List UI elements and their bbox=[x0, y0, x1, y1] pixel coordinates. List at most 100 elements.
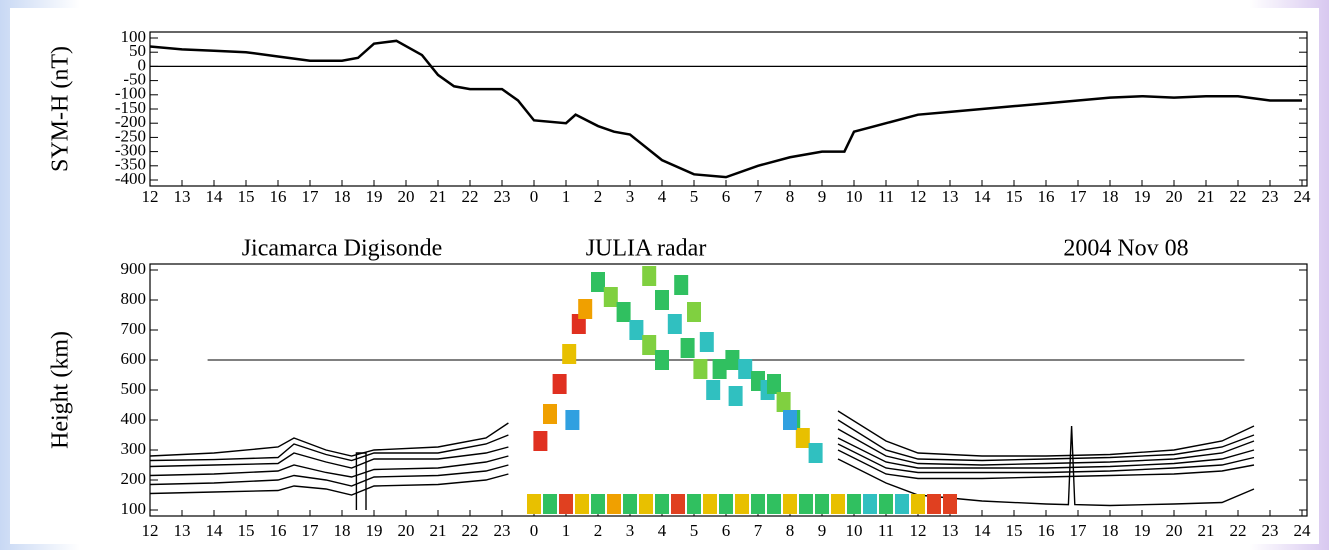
echo bbox=[667, 314, 682, 334]
contour bbox=[355, 452, 367, 510]
echo bbox=[693, 359, 708, 379]
x-tick-label: 19 bbox=[366, 187, 383, 206]
x-tick-label: 22 bbox=[462, 187, 479, 206]
x-tick-label: 1 bbox=[562, 521, 571, 540]
y-tick-label: 300 bbox=[121, 439, 147, 458]
y-tick-label: 0 bbox=[138, 55, 147, 74]
echo bbox=[751, 494, 765, 514]
y-tick-label: 50 bbox=[129, 41, 146, 60]
echo bbox=[687, 302, 701, 322]
echo bbox=[655, 290, 669, 310]
x-tick-label: 12 bbox=[910, 187, 927, 206]
echo bbox=[671, 494, 685, 514]
contour bbox=[149, 473, 509, 496]
x-tick-label: 7 bbox=[754, 187, 763, 206]
y-tick-label: 200 bbox=[121, 469, 147, 488]
y-tick-label: -250 bbox=[115, 126, 146, 145]
y-tick-label: -400 bbox=[115, 169, 146, 188]
x-tick-label: 0 bbox=[530, 187, 539, 206]
contour bbox=[149, 464, 509, 487]
x-tick-label: 8 bbox=[786, 521, 795, 540]
echo bbox=[795, 428, 810, 448]
echo bbox=[642, 335, 657, 355]
x-tick-label: 6 bbox=[722, 187, 731, 206]
y-tick-label: 400 bbox=[121, 409, 147, 428]
echo bbox=[623, 494, 637, 514]
x-tick-label: 22 bbox=[462, 521, 479, 540]
echo bbox=[728, 386, 743, 406]
x-tick-label: 5 bbox=[690, 187, 699, 206]
echo bbox=[706, 380, 721, 400]
echo bbox=[719, 494, 733, 514]
echo bbox=[847, 494, 861, 514]
echo bbox=[815, 494, 829, 514]
echo bbox=[578, 299, 593, 319]
echo bbox=[895, 494, 909, 514]
x-tick-label: 21 bbox=[1198, 187, 1215, 206]
x-tick-label: 15 bbox=[238, 187, 255, 206]
y-tick-label: 100 bbox=[121, 499, 147, 518]
x-tick-label: 14 bbox=[974, 521, 992, 540]
x-tick-label: 13 bbox=[174, 187, 191, 206]
x-tick-label: 16 bbox=[1038, 521, 1055, 540]
x-tick-label: 3 bbox=[626, 521, 635, 540]
x-tick-label: 4 bbox=[658, 187, 667, 206]
contour bbox=[149, 455, 509, 478]
x-tick-label: 2 bbox=[594, 187, 603, 206]
x-tick-label: 24 bbox=[1294, 187, 1312, 206]
x-tick-label: 14 bbox=[206, 187, 224, 206]
x-tick-label: 17 bbox=[302, 187, 320, 206]
x-tick-label: 23 bbox=[494, 521, 511, 540]
x-tick-label: 21 bbox=[430, 521, 447, 540]
y-tick-label: -150 bbox=[115, 98, 146, 117]
echo bbox=[533, 431, 548, 451]
y-tick-label: -50 bbox=[123, 70, 146, 89]
x-tick-label: 14 bbox=[974, 187, 992, 206]
echo bbox=[591, 494, 605, 514]
x-tick-label: 12 bbox=[142, 187, 159, 206]
echo bbox=[603, 287, 618, 307]
echo bbox=[943, 494, 957, 514]
x-tick-label: 12 bbox=[910, 521, 927, 540]
x-tick-label: 17 bbox=[302, 521, 320, 540]
echo bbox=[565, 410, 580, 430]
contour bbox=[837, 410, 1255, 457]
x-tick-label: 17 bbox=[1070, 187, 1088, 206]
x-tick-label: 19 bbox=[1134, 187, 1151, 206]
x-tick-label: 11 bbox=[878, 521, 894, 540]
x-tick-label: 0 bbox=[530, 521, 539, 540]
annotation: 2004 Nov 08 bbox=[1063, 236, 1188, 262]
echo bbox=[879, 494, 893, 514]
echo bbox=[799, 494, 813, 514]
x-tick-label: 13 bbox=[942, 521, 959, 540]
y-axis-label: Height (km) bbox=[48, 331, 74, 449]
echo bbox=[655, 494, 669, 514]
echo bbox=[616, 302, 631, 322]
y-tick-label: -100 bbox=[115, 84, 146, 103]
contour bbox=[837, 425, 1255, 507]
x-tick-label: 22 bbox=[1230, 521, 1247, 540]
annotation: Jicamarca Digisonde bbox=[242, 236, 443, 262]
echo bbox=[575, 494, 589, 514]
x-tick-label: 15 bbox=[1006, 187, 1023, 206]
contour bbox=[149, 446, 509, 469]
echo bbox=[543, 404, 557, 424]
x-tick-label: 23 bbox=[1262, 187, 1279, 206]
annotation: JULIA radar bbox=[586, 236, 707, 262]
echo bbox=[655, 350, 669, 370]
echo bbox=[629, 320, 644, 340]
x-tick-label: 18 bbox=[1102, 187, 1119, 206]
line bbox=[149, 39, 1302, 179]
x-tick-label: 20 bbox=[398, 521, 415, 540]
x-tick-label: 6 bbox=[722, 521, 731, 540]
x-tick-label: 9 bbox=[818, 187, 827, 206]
echo bbox=[863, 494, 877, 514]
contour bbox=[837, 437, 1255, 469]
y-tick-label: -300 bbox=[115, 141, 146, 160]
echo bbox=[562, 344, 577, 364]
x-tick-label: 2 bbox=[594, 521, 603, 540]
contour bbox=[837, 428, 1255, 466]
y-axis-label: SYM-H (nT) bbox=[48, 46, 74, 172]
y-tick-label: 700 bbox=[121, 319, 147, 338]
y-tick-label: 100 bbox=[121, 27, 147, 46]
